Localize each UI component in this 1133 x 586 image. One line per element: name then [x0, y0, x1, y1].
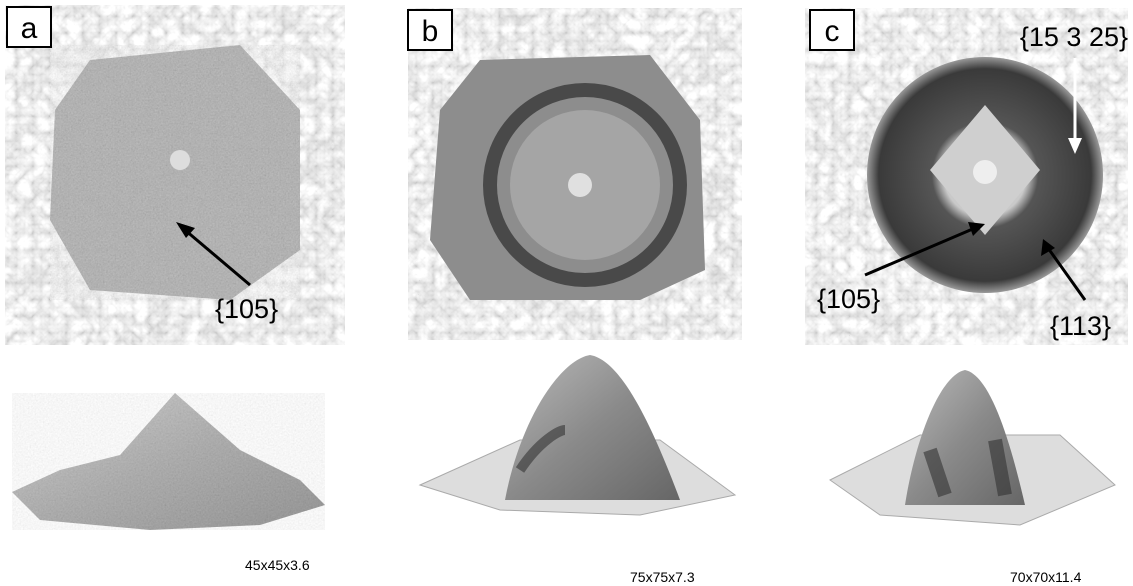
- annotation: {105}: [817, 284, 880, 314]
- panel-label: b: [422, 15, 439, 48]
- panel-b-image: [408, 8, 742, 340]
- panel-a-3d: [12, 393, 325, 530]
- panel-label: c: [825, 15, 840, 48]
- panel-a-image: [5, 5, 345, 345]
- annotation: {15 3 25}: [1020, 22, 1128, 52]
- dimensions: 45x45x3.6: [245, 557, 310, 573]
- panel-label: a: [21, 12, 38, 45]
- annotation: {105}: [215, 294, 278, 324]
- panel-b-3d: [420, 355, 735, 515]
- dimensions: 75x75x7.3: [630, 569, 695, 585]
- annotation: {113}: [1050, 311, 1111, 341]
- figure: a {105} b c {15 3 25} {105} {113} 45x45x…: [0, 0, 1133, 586]
- panel-c-3d: [830, 370, 1115, 525]
- dimensions: 70x70x11.4: [1010, 569, 1082, 585]
